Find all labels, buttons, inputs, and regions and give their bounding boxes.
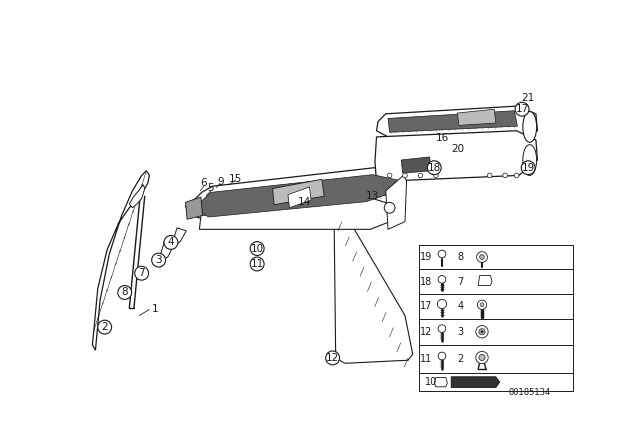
Text: 7: 7 [138,268,145,278]
Circle shape [488,173,492,178]
Text: 1: 1 [152,304,159,314]
Polygon shape [186,168,405,219]
Circle shape [250,241,264,255]
Text: 11: 11 [250,259,264,269]
Text: 18: 18 [420,277,432,287]
Circle shape [438,276,446,283]
Polygon shape [92,171,149,350]
Text: 19: 19 [420,252,432,262]
Circle shape [433,173,438,178]
Polygon shape [171,228,186,248]
Polygon shape [401,157,431,173]
Circle shape [164,236,178,250]
Polygon shape [159,240,174,262]
Text: 8: 8 [122,288,128,297]
Circle shape [387,173,392,178]
Polygon shape [386,176,406,229]
Circle shape [135,266,148,280]
Ellipse shape [523,112,537,142]
Text: 17: 17 [515,104,529,114]
Text: 3: 3 [156,255,162,265]
Text: 4: 4 [458,302,463,311]
Circle shape [250,257,264,271]
Circle shape [438,352,446,360]
Polygon shape [388,111,517,132]
Polygon shape [376,106,538,140]
Text: 11: 11 [420,354,432,364]
Ellipse shape [523,145,537,176]
Polygon shape [186,197,202,220]
Text: 12: 12 [420,327,432,337]
Polygon shape [200,198,397,229]
Text: 10: 10 [251,244,264,254]
Circle shape [480,303,484,307]
Polygon shape [435,378,447,387]
Text: 8: 8 [458,252,463,262]
Text: 2: 2 [458,354,463,364]
Text: 21: 21 [522,94,535,103]
Circle shape [481,331,483,333]
Circle shape [476,326,488,338]
Text: 13: 13 [366,191,380,201]
Circle shape [418,173,422,178]
Polygon shape [458,109,496,125]
Circle shape [480,255,484,259]
Circle shape [521,161,535,175]
Circle shape [438,250,446,258]
Polygon shape [273,179,324,205]
Circle shape [503,173,508,178]
Text: 00185134: 00185134 [509,388,551,397]
Text: 6: 6 [201,178,207,188]
Text: 15: 15 [229,173,242,184]
Circle shape [384,202,395,213]
Text: 2: 2 [101,322,108,332]
Text: 10: 10 [425,377,437,387]
Text: 18: 18 [428,163,441,173]
Circle shape [428,161,441,175]
Polygon shape [334,219,413,363]
Circle shape [437,299,447,309]
Circle shape [515,102,529,116]
Polygon shape [198,175,401,217]
Circle shape [476,351,488,364]
Polygon shape [451,377,500,388]
Circle shape [403,173,407,178]
Polygon shape [375,131,538,181]
Circle shape [326,351,340,365]
Circle shape [438,325,446,332]
Circle shape [479,354,485,361]
Circle shape [477,300,486,310]
Circle shape [477,252,488,263]
Text: 19: 19 [522,163,535,173]
Circle shape [118,285,132,299]
Text: 9: 9 [217,177,223,186]
Text: 12: 12 [326,353,339,363]
Circle shape [479,329,485,335]
Text: 4: 4 [168,237,174,247]
Circle shape [98,320,111,334]
Text: 16: 16 [435,134,449,143]
Circle shape [152,253,166,267]
Text: 17: 17 [420,302,432,311]
Text: 3: 3 [458,327,463,337]
Text: 20: 20 [451,144,464,154]
Text: 14: 14 [298,197,312,207]
Text: 5: 5 [207,183,214,193]
Polygon shape [129,185,145,208]
Polygon shape [288,187,311,208]
Polygon shape [478,276,492,285]
Text: 7: 7 [458,277,463,287]
Circle shape [515,173,519,178]
